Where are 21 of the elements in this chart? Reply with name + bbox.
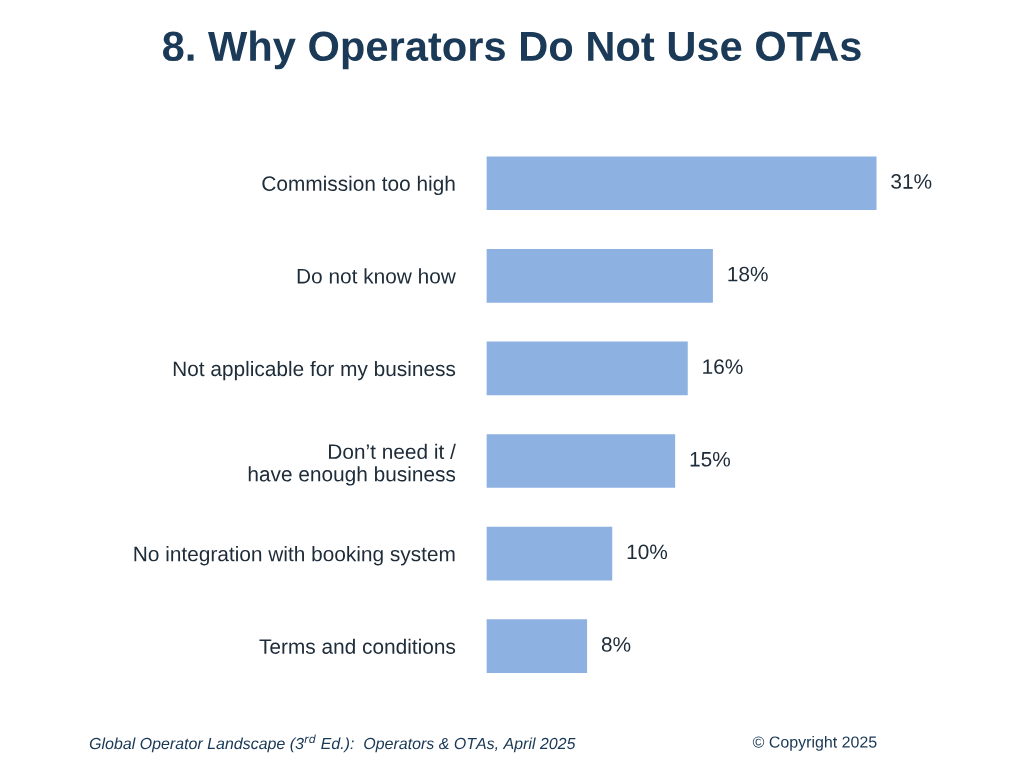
chart-title: 8. Why Operators Do Not Use OTAs bbox=[162, 30, 861, 70]
data-label: 8% bbox=[601, 637, 631, 652]
y-tick-label: Not applicable for my business bbox=[173, 360, 456, 381]
data-label: 18% bbox=[728, 266, 768, 282]
bar bbox=[486, 248, 713, 303]
bar bbox=[486, 434, 676, 488]
bar bbox=[486, 526, 613, 581]
data-label: 31% bbox=[891, 174, 932, 189]
y-tick-label: No integration with booking system bbox=[134, 546, 455, 566]
y-tick-label: Do not know how bbox=[297, 268, 456, 284]
y-tick-label: Commission too high bbox=[262, 175, 455, 196]
bar bbox=[486, 156, 877, 211]
y-tick-label: Don’t need it / have enough business bbox=[248, 443, 456, 486]
data-label: 10% bbox=[627, 544, 668, 560]
data-label: 15% bbox=[690, 451, 730, 467]
bar bbox=[486, 619, 588, 674]
text: Global Operator Landscape (3$^{rd}$ Ed.): Operators & OTAs, April 2025 bbox=[89, 734, 576, 753]
data-label: 16% bbox=[703, 359, 743, 375]
text: © Copyright 2025 bbox=[752, 735, 877, 751]
y-tick-label: Terms and conditions bbox=[259, 638, 456, 654]
bar bbox=[486, 341, 688, 396]
